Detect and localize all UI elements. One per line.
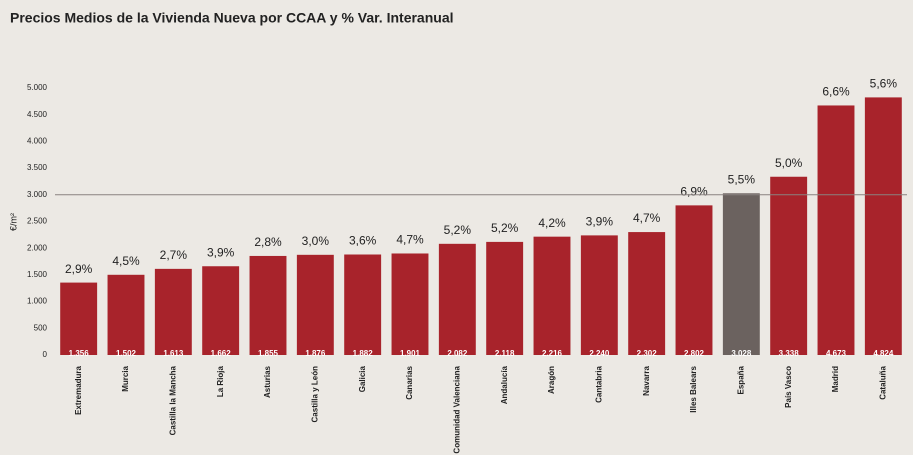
x-tick-label: La Rioja: [216, 365, 225, 397]
x-tick-label: Castilla y León: [310, 366, 319, 423]
value-label: 1.855: [258, 349, 279, 358]
value-label: 1.356: [69, 349, 90, 358]
value-label: 2.802: [684, 349, 705, 358]
value-label: 1.876: [305, 349, 326, 358]
x-tick-label: Madrid: [831, 366, 840, 392]
y-tick-label: 1.500: [27, 270, 48, 279]
bar: [864, 97, 902, 355]
bar: [533, 236, 571, 355]
x-tick-label: Murcia: [121, 365, 130, 391]
bar: [628, 232, 666, 355]
change-label: 5,6%: [870, 77, 898, 91]
bar: [391, 253, 429, 355]
x-tick-label: Aragón: [547, 366, 556, 394]
change-label: 2,9%: [65, 262, 93, 276]
change-label: 6,6%: [822, 85, 850, 99]
x-tick-label: Andalucía: [500, 365, 509, 404]
y-tick-label: 3.500: [27, 163, 48, 172]
value-label: 4.824: [873, 349, 894, 358]
bar: [722, 193, 760, 355]
change-label: 4,5%: [112, 254, 140, 268]
bar: [344, 254, 382, 355]
x-tick-label: Navarra: [642, 365, 651, 395]
change-label: 6,9%: [680, 185, 708, 199]
value-label: 2.118: [495, 349, 515, 358]
change-label: 2,8%: [254, 235, 282, 249]
change-label: 3,9%: [586, 215, 614, 229]
value-label: 1.901: [400, 349, 421, 358]
change-label: 3,0%: [302, 234, 330, 248]
bar: [249, 255, 287, 355]
value-label: 2.240: [589, 349, 610, 358]
x-tick-label: Illes Balears: [689, 365, 698, 412]
bar: [817, 105, 855, 356]
value-label: 1.502: [116, 349, 137, 358]
value-label: 1.882: [353, 349, 374, 358]
bar: [438, 243, 476, 355]
y-tick-label: 4.000: [27, 137, 48, 146]
y-tick-label: 0: [43, 350, 48, 359]
value-label: 1.662: [211, 349, 232, 358]
change-label: 5,2%: [444, 223, 472, 237]
x-tick-label: Asturias: [263, 365, 272, 398]
bar: [770, 176, 808, 355]
change-label: 5,2%: [491, 221, 519, 235]
bar: [60, 282, 98, 355]
x-tick-label: Comunidad Valenciana: [452, 365, 461, 453]
y-tick-label: 4.500: [27, 110, 48, 119]
change-label: 5,0%: [775, 156, 803, 170]
bar: [675, 205, 713, 355]
chart-title: Precios Medios de la Vivienda Nueva por …: [10, 10, 454, 26]
y-tick-label: 500: [34, 323, 48, 332]
y-tick-label: 3.000: [27, 190, 48, 199]
change-label: 3,6%: [349, 234, 377, 248]
x-tick-label: País Vasco: [784, 366, 793, 408]
value-label: 4.673: [826, 349, 847, 358]
bar: [486, 241, 524, 355]
x-tick-label: Extremadura: [74, 365, 83, 414]
x-tick-label: Castilla la Mancha: [168, 365, 177, 435]
y-tick-label: 5.000: [27, 83, 48, 92]
x-tick-label: Cataluña: [878, 365, 887, 399]
x-tick-label: España: [736, 365, 745, 394]
x-tick-label: Galicia: [358, 365, 367, 392]
value-label: 2.082: [447, 349, 468, 358]
change-label: 4,7%: [396, 233, 424, 247]
change-label: 2,7%: [160, 248, 188, 262]
value-label: 2.302: [637, 349, 658, 358]
change-label: 4,2%: [538, 216, 566, 230]
change-label: 5,5%: [728, 172, 756, 186]
value-label: 1.613: [163, 349, 184, 358]
change-label: 4,7%: [633, 211, 661, 225]
bar: [154, 268, 192, 355]
value-label: 3.028: [731, 349, 752, 358]
y-tick-label: 2.500: [27, 217, 48, 226]
bar: [580, 235, 618, 355]
y-tick-label: 2.000: [27, 243, 48, 252]
value-label: 3.338: [779, 349, 800, 358]
x-tick-label: Canarias: [405, 365, 414, 399]
bar: [202, 266, 240, 355]
x-tick-label: Cantabria: [594, 365, 603, 402]
value-label: 2.216: [542, 349, 563, 358]
y-axis-title: €/m²: [8, 213, 18, 231]
change-label: 3,9%: [207, 245, 235, 259]
bar: [296, 254, 334, 355]
y-tick-label: 1.000: [27, 297, 48, 306]
bar: [107, 274, 145, 355]
